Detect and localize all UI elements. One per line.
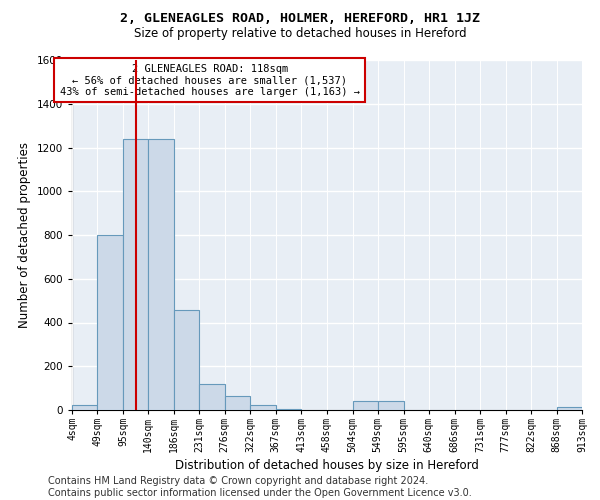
Bar — [123, 139, 148, 410]
Text: 2, GLENEAGLES ROAD, HOLMER, HEREFORD, HR1 1JZ: 2, GLENEAGLES ROAD, HOLMER, HEREFORD, HR… — [120, 12, 480, 26]
Bar — [557, 406, 582, 410]
Bar — [72, 404, 97, 410]
Y-axis label: Number of detached properties: Number of detached properties — [18, 142, 31, 328]
Bar — [148, 139, 174, 410]
Text: Contains HM Land Registry data © Crown copyright and database right 2024.
Contai: Contains HM Land Registry data © Crown c… — [48, 476, 472, 498]
Bar — [353, 401, 378, 410]
Bar — [250, 404, 275, 410]
Bar — [224, 396, 250, 410]
X-axis label: Distribution of detached houses by size in Hereford: Distribution of detached houses by size … — [175, 459, 479, 472]
Bar — [378, 401, 404, 410]
Bar — [199, 384, 224, 410]
Bar — [275, 409, 301, 410]
Bar — [97, 235, 123, 410]
Bar — [174, 310, 199, 410]
Text: 2 GLENEAGLES ROAD: 118sqm
← 56% of detached houses are smaller (1,537)
43% of se: 2 GLENEAGLES ROAD: 118sqm ← 56% of detac… — [60, 64, 360, 96]
Text: Size of property relative to detached houses in Hereford: Size of property relative to detached ho… — [134, 28, 466, 40]
